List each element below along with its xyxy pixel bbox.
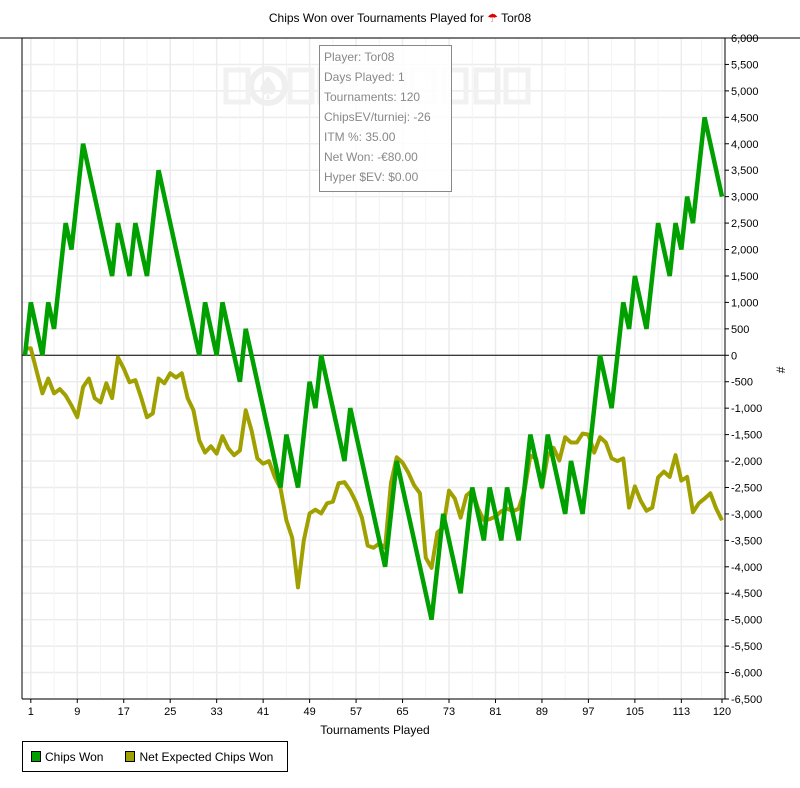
y-tick-label: 2,500 — [731, 218, 759, 230]
x-tick-label: 89 — [536, 706, 548, 718]
x-tick-label: 49 — [303, 706, 315, 718]
x-tick-label: 113 — [673, 706, 691, 718]
x-tick-label: 17 — [118, 706, 130, 718]
y-tick-label: -2,500 — [731, 482, 762, 494]
x-tick-label: 97 — [582, 706, 594, 718]
watermark-letter-shape — [223, 67, 251, 105]
y-tick-label: -4,500 — [731, 588, 762, 600]
watermark-letter-shape — [503, 67, 531, 105]
grid — [22, 37, 725, 700]
x-tick-label: 33 — [211, 706, 223, 718]
x-tick-label: 25 — [164, 706, 176, 718]
y-tick-label: 4,000 — [731, 139, 759, 151]
x-tick-label: 105 — [626, 706, 644, 718]
x-tick-label: 1 — [28, 706, 34, 718]
title-text: Chips Won over Tournaments Played for — [268, 11, 484, 25]
y-tick-label: 1,500 — [731, 271, 759, 283]
x-axis-label: Tournaments Played — [320, 723, 430, 737]
y-tick-label: 5,000 — [731, 86, 759, 98]
y-tick-label: -2,000 — [731, 456, 762, 468]
info-player: Player: Tor08 — [324, 50, 395, 64]
y-tick-label: 4,500 — [731, 112, 759, 124]
x-tick-label: 57 — [350, 706, 362, 718]
title-player-name: Tor08 — [501, 11, 532, 25]
watermark-letter-shape — [473, 67, 501, 105]
y-tick-label: -6,500 — [731, 694, 762, 706]
info-days: Days Played: 1 — [324, 70, 405, 84]
y-tick-label: -4,000 — [731, 562, 762, 574]
y-tick-label: -6,000 — [731, 668, 762, 680]
y-tick-label: -1,500 — [731, 430, 762, 442]
watermark-chip-icon — [248, 66, 288, 106]
y-tick-label: 3,500 — [731, 165, 759, 177]
legend-swatch-chips-won — [31, 751, 41, 762]
info-itm: ITM %: 35.00 — [324, 130, 396, 144]
legend-swatch-net-expected — [125, 751, 136, 762]
info-chipsev: ChipsEV/turniej: -26 — [324, 110, 431, 124]
x-tick-label: 9 — [74, 706, 80, 718]
legend-item-chips-won[interactable]: Chips Won — [31, 750, 103, 764]
legend: Chips Won Net Expected Chips Won — [22, 741, 288, 772]
y-tick-label: -5,000 — [731, 615, 762, 627]
y-tick-label: 6,000 — [731, 33, 759, 45]
info-box: Player: Tor08 Days Played: 1 Tournaments… — [319, 45, 452, 192]
y-axis-label: # — [774, 366, 788, 373]
y-tick-label: 5,500 — [731, 59, 759, 71]
y-tick-label: 1,000 — [731, 297, 759, 309]
legend-label: Net Expected Chips Won — [139, 749, 274, 764]
watermark-spade-icon — [260, 76, 276, 99]
player-icon: ☂ — [487, 11, 498, 25]
x-tick-label: 81 — [489, 706, 501, 718]
y-tick-label: 2,000 — [731, 245, 759, 257]
y-tick-label: -1,000 — [731, 403, 762, 415]
info-tournaments: Tournaments: 120 — [324, 90, 421, 104]
x-tick-label: 65 — [396, 706, 408, 718]
chart-title: Chips Won over Tournaments Played for ☂ … — [0, 11, 800, 25]
x-tick-label: 41 — [257, 706, 269, 718]
x-tick-label: 73 — [443, 706, 455, 718]
series-group — [22, 116, 725, 621]
y-tick-label: -3,000 — [731, 509, 762, 521]
info-hyper: Hyper $EV: $0.00 — [324, 170, 419, 184]
y-tick-label: 3,000 — [731, 192, 759, 204]
axes: 6,000 5,500 5,000 4,500 4,000 3,500 3,000 2,500… — [0, 33, 800, 718]
y-tick-label: 500 — [731, 324, 749, 336]
y-tick-label: -5,500 — [731, 641, 762, 653]
legend-item-net-expected[interactable]: Net Expected Chips Won — [125, 750, 273, 764]
y-tick-label: -3,500 — [731, 535, 762, 547]
y-tick-label: -500 — [731, 377, 753, 389]
watermark-letter-shape — [287, 67, 315, 105]
x-tick-label: 120 — [713, 706, 731, 718]
legend-label: Chips Won — [45, 749, 104, 764]
info-netwon: Net Won: -€80.00 — [324, 150, 418, 164]
y-tick-label: 0 — [731, 350, 737, 362]
